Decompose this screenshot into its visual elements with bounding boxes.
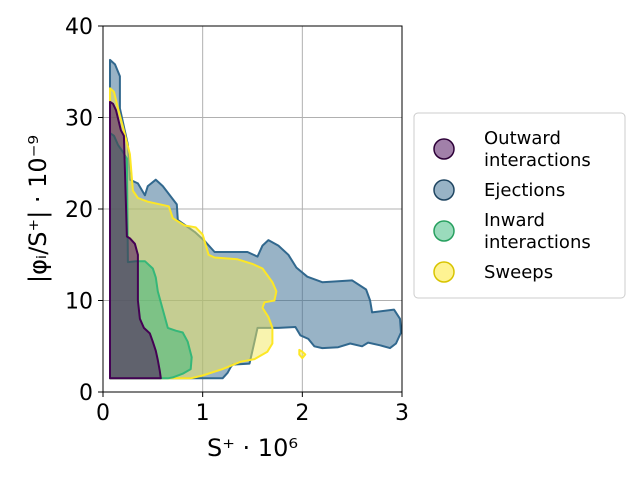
legend-swatch — [433, 179, 455, 201]
legend-swatch — [433, 261, 455, 283]
y-tick-label: 10 — [65, 290, 93, 315]
legend-label: Inward — [484, 210, 545, 231]
legend-frame — [413, 112, 626, 299]
area-outward-interactions — [109, 100, 162, 380]
plot-areas — [109, 58, 402, 380]
x-tick-label: 3 — [395, 401, 409, 426]
x-tick-label: 0 — [96, 401, 110, 426]
area-sweeps — [298, 348, 307, 360]
x-tick-label: 1 — [196, 401, 210, 426]
legend-label: Sweeps — [484, 262, 553, 283]
legend-swatch — [433, 220, 455, 242]
y-tick-label: 0 — [79, 381, 93, 406]
y-tick-label: 30 — [65, 107, 93, 132]
legend-label: interactions — [484, 232, 591, 253]
legend-label: interactions — [484, 150, 591, 171]
legend-label: Ejections — [484, 180, 565, 201]
y-tick-label: 20 — [65, 198, 93, 223]
y-axis-label: |φᵢ/S⁺| · 10⁻⁹ — [24, 135, 52, 283]
x-tick-label: 2 — [295, 401, 309, 426]
legend: OutwardinteractionsEjectionsInwardintera… — [413, 112, 626, 299]
y-tick-label: 40 — [65, 15, 93, 40]
legend-swatch — [433, 138, 455, 160]
legend-label: Outward — [484, 128, 561, 149]
x-axis-label: S⁺ · 10⁶ — [207, 434, 298, 462]
